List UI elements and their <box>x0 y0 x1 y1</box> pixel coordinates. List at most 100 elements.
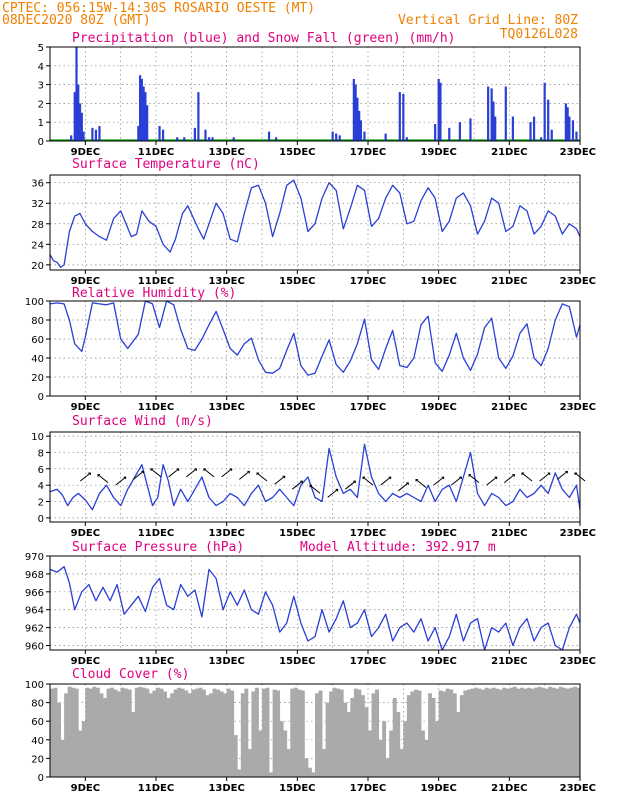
wind-title: Surface Wind (m/s) <box>72 414 213 429</box>
y-tick-label: 1 <box>38 118 44 129</box>
precipitation-bar <box>543 82 546 141</box>
y-tick-label: 36 <box>31 179 44 190</box>
wind-direction-arrow <box>539 472 550 482</box>
cloud-cover-bar <box>322 749 326 777</box>
y-tick-label: 5 <box>38 43 44 54</box>
cloud-cover-bar <box>534 687 538 777</box>
cloud-cover-bar <box>152 690 157 777</box>
cloud-cover-bar <box>417 690 422 777</box>
wind-direction-arrow <box>133 470 144 480</box>
x-tick-label: 23DEC <box>560 656 596 667</box>
cloud-cover-bar <box>410 691 415 777</box>
cloud-cover-bar <box>339 689 344 777</box>
wind-arrow-head <box>353 480 356 484</box>
wind-direction-arrow <box>256 472 268 482</box>
wind-arrow-head <box>406 482 409 485</box>
cloud-cover-bar <box>509 687 514 777</box>
humidity-series-line <box>49 300 581 376</box>
x-tick-label: 11DEC <box>138 147 174 158</box>
wind-direction-arrow <box>521 472 533 482</box>
pressure-annotation: Model Altitude: 392.917 m <box>300 540 496 555</box>
precipitation-bar <box>511 116 514 141</box>
y-tick-label: 20 <box>31 754 44 765</box>
x-tick-label: 19DEC <box>420 402 456 413</box>
y-tick-label: 10 <box>31 432 44 443</box>
wind-direction-arrow <box>221 468 232 478</box>
y-tick-label: 0 <box>38 137 44 148</box>
x-tick-label: 15DEC <box>279 147 315 158</box>
cloud-cover-bar <box>527 687 531 777</box>
wind-direction-arrow <box>203 468 215 478</box>
precipitation-bar <box>359 120 363 141</box>
cloud-cover-bar <box>71 687 76 777</box>
temperature-title: Surface Temperature (nC) <box>72 157 260 172</box>
cloud-cover-bar <box>216 689 220 777</box>
x-tick-label: 19DEC <box>420 783 456 794</box>
cloud-cover-bar <box>346 711 351 777</box>
cloud-cover-bar <box>297 689 302 777</box>
wind-arrow-head <box>494 476 498 480</box>
header-model-id: TQ0126L028 <box>500 27 578 42</box>
precipitation-bar <box>564 103 567 141</box>
y-tick-label: 24 <box>31 240 44 251</box>
x-tick-label: 19DEC <box>420 528 456 539</box>
precipitation-bar <box>566 107 569 141</box>
y-tick-label: 32 <box>31 199 44 210</box>
y-tick-label: 40 <box>31 736 44 747</box>
precipitation-bar <box>73 92 76 141</box>
wind-arrow-head <box>97 474 100 477</box>
y-tick-label: 966 <box>25 588 44 599</box>
cloud-cover-bar <box>399 749 404 777</box>
wind-arrow-head <box>335 488 339 492</box>
x-tick-label: 17DEC <box>350 402 386 413</box>
cloud-cover-bar <box>265 687 270 777</box>
y-tick-label: 80 <box>31 316 44 327</box>
x-tick-label: 21DEC <box>491 276 527 287</box>
wind-direction-arrow <box>380 476 391 486</box>
wind-arrow-head <box>247 470 250 474</box>
cloud-cover-bar <box>131 711 136 777</box>
cloud-cover-bar <box>141 687 146 777</box>
y-tick-label: 2 <box>38 99 44 110</box>
header-date: 08DEC2020 80Z (GMT) <box>2 13 151 28</box>
precipitation-bar <box>142 86 145 141</box>
x-tick-label: 19DEC <box>420 656 456 667</box>
cloud-cover-bar <box>498 689 503 777</box>
wind-direction-arrow <box>468 474 480 484</box>
header-grid-note: Vertical Grid Line: 80Z <box>398 13 578 28</box>
cloud-cover-bar <box>470 688 475 777</box>
cloud-cover-bar <box>233 735 238 777</box>
cloud-cover-bar <box>57 702 61 777</box>
cloud-cover-bar <box>74 688 79 777</box>
wind-direction-arrow <box>451 476 462 486</box>
cloud-cover-bar <box>360 695 365 777</box>
cloud-cover-bar <box>371 693 376 777</box>
precipitation-bar <box>204 129 207 141</box>
cloud-cover-bar <box>134 687 139 777</box>
precipitation-bar <box>207 137 211 141</box>
cloud-cover-bar <box>396 711 401 777</box>
cloud-cover-bar <box>329 691 334 777</box>
cloud-cover-bar <box>300 690 305 777</box>
y-tick-label: 960 <box>25 642 44 653</box>
x-tick-label: 11DEC <box>138 783 174 794</box>
wind-arrow-head <box>574 472 577 475</box>
precipitation-bar <box>363 131 366 141</box>
x-tick-label: 23DEC <box>560 276 596 287</box>
x-tick-label: 9DEC <box>71 528 100 539</box>
cloud-cover-bar <box>519 687 524 777</box>
cloud-cover-bar <box>120 687 125 777</box>
cloud-cover-bar <box>148 693 153 777</box>
wind-arrow-head <box>141 470 144 474</box>
wind-direction-arrow <box>415 479 427 488</box>
x-tick-label: 13DEC <box>208 528 244 539</box>
temperature-frame <box>49 174 581 271</box>
precipitation-bar <box>571 120 575 141</box>
cloud-cover-bar <box>50 688 54 777</box>
cloud-cover-bar <box>64 693 69 777</box>
wind-direction-arrow <box>274 475 285 485</box>
x-tick-label: 17DEC <box>350 528 386 539</box>
cloud-cover-bar <box>244 688 249 777</box>
cloud-cover-bar <box>495 688 500 777</box>
cloud-cover-bar <box>332 687 337 777</box>
